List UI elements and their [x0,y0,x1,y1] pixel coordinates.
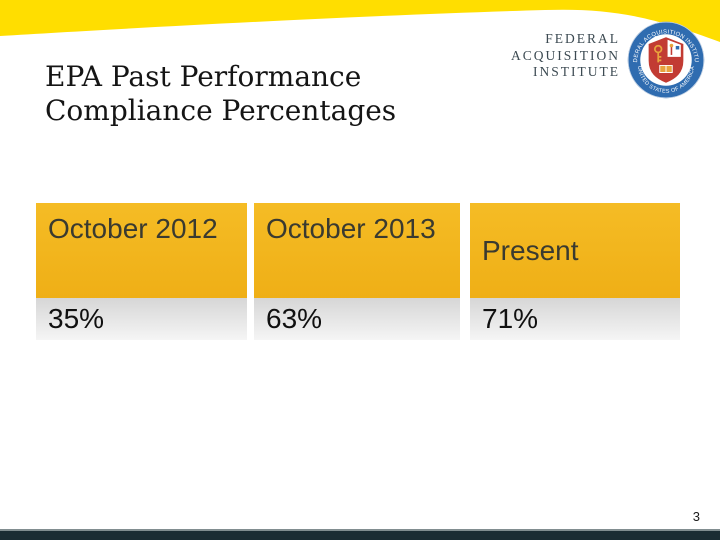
column-header-label: Present [482,235,579,266]
footer-band [0,531,720,540]
page-number: 3 [692,509,700,524]
column-value: 71% [470,298,680,340]
column-value-label: 63% [266,303,323,334]
table-column-october-2012: October 2012 35% [36,203,247,340]
fai-wordmark: FEDERAL ACQUISITION INSTITUTE [511,31,620,81]
column-header: October 2012 [36,203,247,298]
column-value: 63% [254,298,460,340]
fai-wordmark-line2: ACQUISITION [511,47,620,63]
seal-key-stem [657,52,662,63]
column-value: 35% [36,298,247,340]
page-title-line2: Compliance Percentages [45,94,397,127]
column-header-label: October 2013 [266,213,436,244]
footer-rule [0,529,720,531]
page-title-line1: EPA Past Performance [45,60,362,93]
table-column-october-2013: October 2013 63% [254,203,460,340]
column-value-label: 35% [48,303,105,334]
page-title: EPA Past Performance Compliance Percenta… [45,60,396,128]
compliance-table: October 2012 35% October 2013 63% Presen… [36,203,680,340]
column-header: October 2013 [254,203,460,298]
seal-flag [675,45,680,50]
fai-wordmark-line1: FEDERAL [545,31,620,46]
column-header-label: October 2012 [48,213,218,244]
seal-torch-flame [669,43,674,48]
seal-torch [670,47,673,55]
fai-wordmark-line3: INSTITUTE [533,64,620,79]
table-column-present: Present 71% [470,203,680,340]
column-header: Present [470,203,680,298]
swoosh-shape-icon [0,0,720,42]
fai-seal-icon: FEDERAL ACQUISITION INSTITUTE UNITED STA… [627,21,705,99]
column-value-label: 71% [482,303,539,334]
